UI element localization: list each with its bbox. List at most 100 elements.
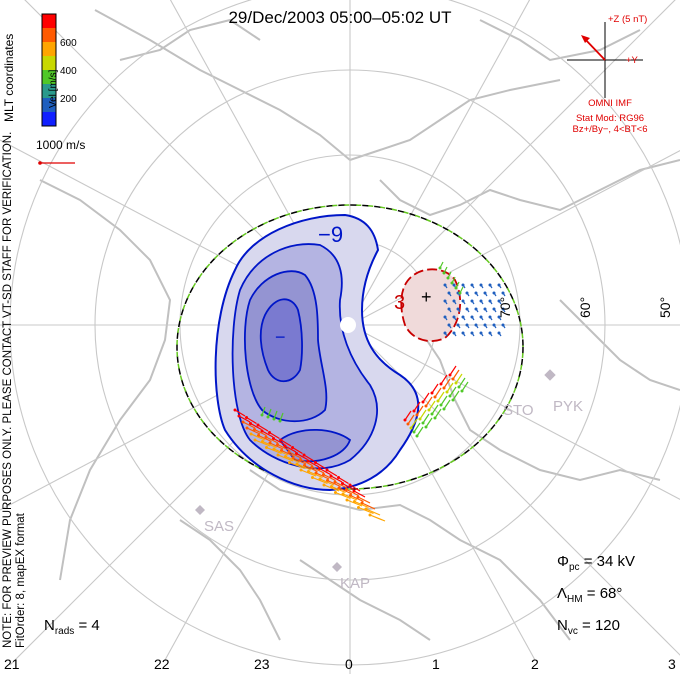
colorbar-outline xyxy=(41,13,57,127)
velocity-vector-origin xyxy=(488,315,492,319)
velocity-vector xyxy=(443,378,451,389)
colorbar-swatch xyxy=(42,14,56,28)
velocity-vector-origin xyxy=(341,482,344,485)
velocity-vector xyxy=(246,427,261,435)
velocity-vector-origin xyxy=(233,408,237,412)
colorbar-swatch xyxy=(42,98,56,112)
velocity-vector-origin xyxy=(288,461,291,464)
velocity-vector-origin xyxy=(483,291,487,295)
velocity-vector xyxy=(250,422,262,431)
velocity-vector-origin xyxy=(479,315,483,319)
velocity-vector-origin xyxy=(451,377,455,381)
velocity-vector-origin xyxy=(474,291,478,295)
velocity-vector xyxy=(292,457,307,465)
map-title: 29/Dec/2003 05:00–05:02 UT xyxy=(228,8,452,27)
velocity-vector xyxy=(261,430,274,438)
velocity-vector-origin xyxy=(497,331,501,335)
velocity-vector-origin xyxy=(451,398,455,402)
mlt-label-21: 21 xyxy=(4,656,20,672)
colorbar-swatch xyxy=(42,112,56,126)
velocity-vector xyxy=(304,464,318,473)
velocity-vector xyxy=(404,410,412,421)
velocity-vector xyxy=(292,446,303,455)
velocity-vector xyxy=(342,493,358,501)
velocity-vector xyxy=(443,399,451,410)
velocity-vector-origin xyxy=(439,403,443,407)
velocity-vector-origin xyxy=(276,453,280,457)
velocity-vector xyxy=(422,413,430,424)
velocity-vector-origin xyxy=(497,283,501,287)
velocity-vector-origin xyxy=(412,409,416,413)
coordinates-label: MLT coordinates xyxy=(2,33,16,122)
velocity-vector xyxy=(410,418,418,429)
velocity-vector-origin xyxy=(433,416,437,420)
velocity-vector xyxy=(315,461,326,470)
velocity-vector-origin xyxy=(352,489,356,493)
velocity-vector-origin xyxy=(470,283,474,287)
velocity-vector-origin xyxy=(470,331,474,335)
velocity-vector-origin xyxy=(406,422,410,426)
velocity-vector-origin xyxy=(461,331,465,335)
velocity-vector xyxy=(419,409,427,420)
velocity-vector-origin xyxy=(249,422,252,425)
velocity-vector-origin xyxy=(283,444,287,448)
velocity-vector-origin xyxy=(479,299,483,303)
lat-label-70: 70° xyxy=(497,296,513,318)
stat-mod: Stat Mod: RG96 xyxy=(575,113,645,124)
velocity-vector-origin xyxy=(245,416,248,419)
velocity-vector xyxy=(300,458,313,467)
velocity-vector-origin xyxy=(474,307,478,311)
velocity-vector xyxy=(416,405,424,416)
velocity-vector-origin xyxy=(501,291,505,295)
velocity-vector xyxy=(262,440,277,449)
velocity-vector xyxy=(413,401,421,412)
velocity-vector-origin xyxy=(241,420,245,424)
velocity-vector xyxy=(273,448,289,456)
station-sas: SAS xyxy=(204,518,235,535)
velocity-vector-origin xyxy=(442,386,446,390)
velocity-vector xyxy=(289,461,305,470)
velocity-vector xyxy=(277,454,294,462)
colorbar-swatch xyxy=(42,42,56,56)
imf-z-label: +Z (5 nT) xyxy=(608,14,648,25)
velocity-vector xyxy=(437,391,445,402)
velocity-vector-origin xyxy=(345,498,349,502)
velocity-vector-origin xyxy=(430,412,434,416)
colorbar-tick-200: 200 xyxy=(60,94,77,105)
velocity-vector xyxy=(250,433,266,441)
velocity-vector xyxy=(434,408,442,419)
phi-pc-value: 34 kV xyxy=(596,553,635,570)
velocity-vector-origin xyxy=(272,417,276,421)
velocity-vector-origin xyxy=(279,438,283,442)
velocity-vector-origin xyxy=(329,474,333,478)
velocity-vector-origin xyxy=(492,307,496,311)
velocity-vector-origin xyxy=(465,307,469,311)
mlt-label-22: 22 xyxy=(154,656,170,672)
velocity-vector xyxy=(369,514,386,522)
negative-cell xyxy=(214,213,420,492)
velocity-vector-origin xyxy=(276,443,279,446)
velocity-vector xyxy=(338,487,353,495)
velocity-vector xyxy=(281,449,295,458)
velocity-vector-origin xyxy=(322,483,326,487)
velocity-vector-origin xyxy=(311,476,314,479)
velocity-vector xyxy=(319,478,335,486)
velocity-vector-origin xyxy=(356,495,360,499)
colorbar-swatch xyxy=(42,84,56,98)
velocity-vector xyxy=(288,451,302,459)
velocity-vector-origin xyxy=(348,483,352,487)
velocity-vector xyxy=(258,434,272,443)
velocity-vector-origin xyxy=(456,307,460,311)
velocity-vector xyxy=(330,475,343,483)
velocity-vector xyxy=(353,490,366,498)
velocity-vectors xyxy=(233,261,506,522)
velocity-vector-origin xyxy=(253,428,256,431)
velocity-vector xyxy=(455,373,463,384)
velocity-vector xyxy=(254,428,267,437)
velocity-vector-origin xyxy=(460,389,464,393)
n-rads-value: 4 xyxy=(91,617,100,634)
velocity-vector-origin xyxy=(291,446,294,449)
velocity-vector-origin xyxy=(299,468,303,472)
velocity-vector xyxy=(266,446,282,455)
